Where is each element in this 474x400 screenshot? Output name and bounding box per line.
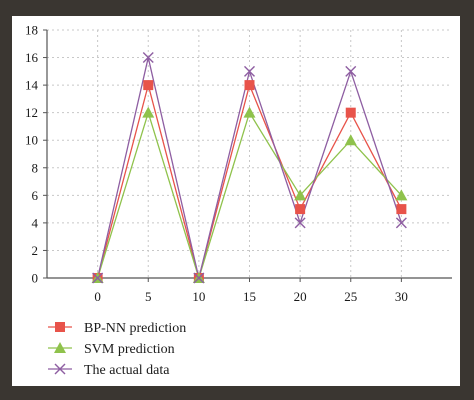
axes: [43, 29, 452, 282]
data-point-x: [345, 65, 357, 77]
data-point-x-stroke: [294, 217, 306, 229]
chart-panel: [12, 16, 460, 386]
data-point-x-stroke: [244, 65, 255, 77]
data-point-x: [142, 52, 154, 64]
legend-marker-x-stroke: [54, 363, 66, 375]
x-tick-label: 20: [294, 289, 307, 304]
data-point-square: [396, 204, 407, 215]
y-tick-label: 2: [32, 243, 39, 258]
data-point-square: [143, 80, 154, 91]
legend-label: BP-NN prediction: [84, 321, 186, 336]
legend-marker-x: [54, 363, 66, 375]
y-tick-label: 8: [32, 160, 39, 175]
data-point-triangle: [142, 106, 155, 118]
y-tick-label: 10: [25, 133, 38, 148]
legend-item: The actual data: [48, 363, 170, 378]
data-point-x-stroke: [395, 217, 407, 229]
y-tick-label: 16: [25, 50, 39, 65]
tick-labels: 0 2 4 6 8 10 12 14 16 18 0 5 10 15 20 25 30: [25, 23, 408, 305]
data-point-square: [244, 80, 255, 91]
legend: BP-NN prediction SVM prediction The actual…: [48, 321, 186, 378]
x-tick-label: 0: [94, 289, 101, 304]
data-point-x-stroke: [142, 52, 154, 64]
legend-marker-square: [55, 322, 65, 332]
y-tick-label: 14: [25, 78, 39, 93]
data-point-triangle: [395, 189, 408, 201]
legend-item: BP-NN prediction: [48, 321, 186, 336]
y-tick-label: 6: [32, 188, 39, 203]
y-tick-label: 4: [32, 215, 39, 230]
y-tick-label: 0: [32, 271, 39, 286]
legend-marker-triangle: [54, 342, 66, 353]
x-tick-label: 25: [344, 289, 357, 304]
legend-label: SVM prediction: [84, 342, 175, 357]
y-tick-label: 12: [25, 105, 38, 120]
data-point-x-stroke: [92, 272, 104, 284]
legend-item: SVM prediction: [48, 342, 175, 357]
data-point-x: [395, 217, 407, 229]
data-point-triangle: [294, 189, 307, 201]
data-point-x-stroke: [345, 65, 357, 77]
data-point-x: [294, 217, 306, 229]
x-tick-label: 15: [243, 289, 256, 304]
x-tick-label: 30: [395, 289, 408, 304]
x-tick-label: 10: [192, 289, 205, 304]
data-point-square: [295, 204, 306, 215]
data-point-triangle: [243, 106, 256, 118]
data-point-triangle: [344, 134, 357, 146]
x-tick-label: 5: [145, 289, 152, 304]
series-markers: [91, 52, 408, 284]
data-point-x-stroke: [193, 272, 205, 284]
data-point-x: [244, 65, 255, 77]
data-point-x: [92, 272, 104, 284]
data-point-square: [345, 107, 356, 118]
y-tick-label: 18: [25, 23, 38, 38]
legend-label: The actual data: [84, 363, 170, 378]
data-point-x: [193, 272, 205, 284]
